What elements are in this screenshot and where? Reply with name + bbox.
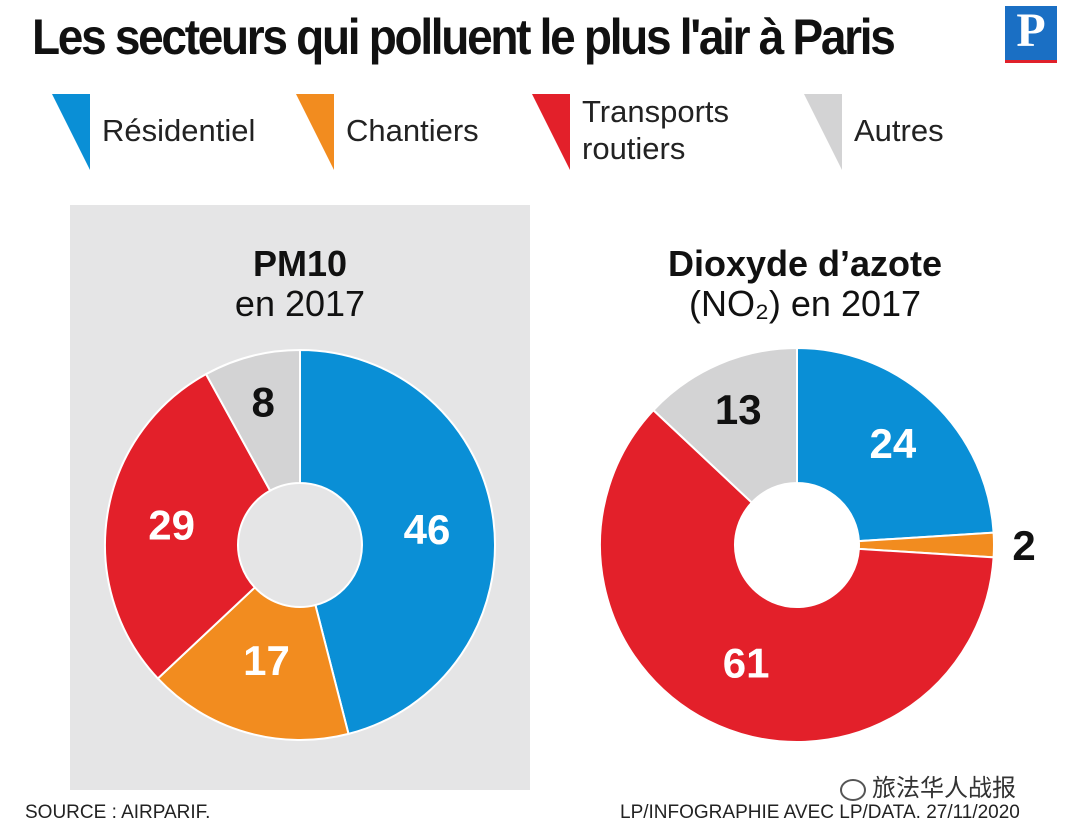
chart1-slice-autres xyxy=(651,346,798,504)
no2-subtitle: (NO₂) en 2017 xyxy=(688,283,922,324)
legend-swatch-icon xyxy=(804,94,842,170)
chart0-slice-autres xyxy=(204,348,301,493)
legend-swatch-icon xyxy=(532,94,570,170)
credit-note: LP/INFOGRAPHIE AVEC LP/DATA. 27/11/2020 xyxy=(620,802,1020,823)
pm10-title: PM10 xyxy=(252,243,348,284)
chart0-value-label-chantiers: 17 xyxy=(243,637,290,684)
chart1-value-label-autres: 13 xyxy=(715,386,762,433)
wechat-icon xyxy=(840,778,866,801)
pm10-chart-title: PM10 en 2017 xyxy=(150,244,450,324)
chart0-value-label-residentiel: 46 xyxy=(404,506,451,553)
watermark-text: 旅法华人战报 xyxy=(872,775,1016,802)
no2-title: Dioxyde d’azote xyxy=(667,243,943,284)
legend-label: Résidentiel xyxy=(102,113,256,148)
source-note: SOURCE : AIRPARIF. xyxy=(25,802,211,823)
legend-swatch-icon xyxy=(52,94,90,170)
chart-title: Les secteurs qui polluent le plus l'air … xyxy=(32,9,896,65)
chart0-value-label-autres: 8 xyxy=(252,379,275,426)
le-parisien-logo: P xyxy=(1005,6,1057,60)
legend-swatch-icon xyxy=(296,94,334,170)
legend-label: Transports routiers xyxy=(582,94,730,166)
legend-label: Chantiers xyxy=(346,113,479,148)
no2-chart-title: Dioxyde d’azote (NO₂) en 2017 xyxy=(600,244,1010,324)
chart1-slice-residentiel xyxy=(796,346,995,543)
logo-accent-bar xyxy=(1005,60,1057,63)
chart1-value-label-transports: 61 xyxy=(723,639,770,686)
chart0-slice-chantiers xyxy=(156,586,350,741)
watermark: 旅法华人战报 xyxy=(840,768,1016,803)
chart0-slice-transports xyxy=(104,372,272,680)
pm10-subtitle: en 2017 xyxy=(234,283,366,324)
legend-label: Autres xyxy=(854,113,944,148)
chart0-value-label-transports: 29 xyxy=(148,502,195,549)
chart1-value-label-chantiers: 2 xyxy=(1012,522,1035,569)
chart0-slice-residentiel xyxy=(299,348,496,736)
chart1-slice-transports xyxy=(599,408,995,743)
chart1-value-label-residentiel: 24 xyxy=(869,420,916,467)
